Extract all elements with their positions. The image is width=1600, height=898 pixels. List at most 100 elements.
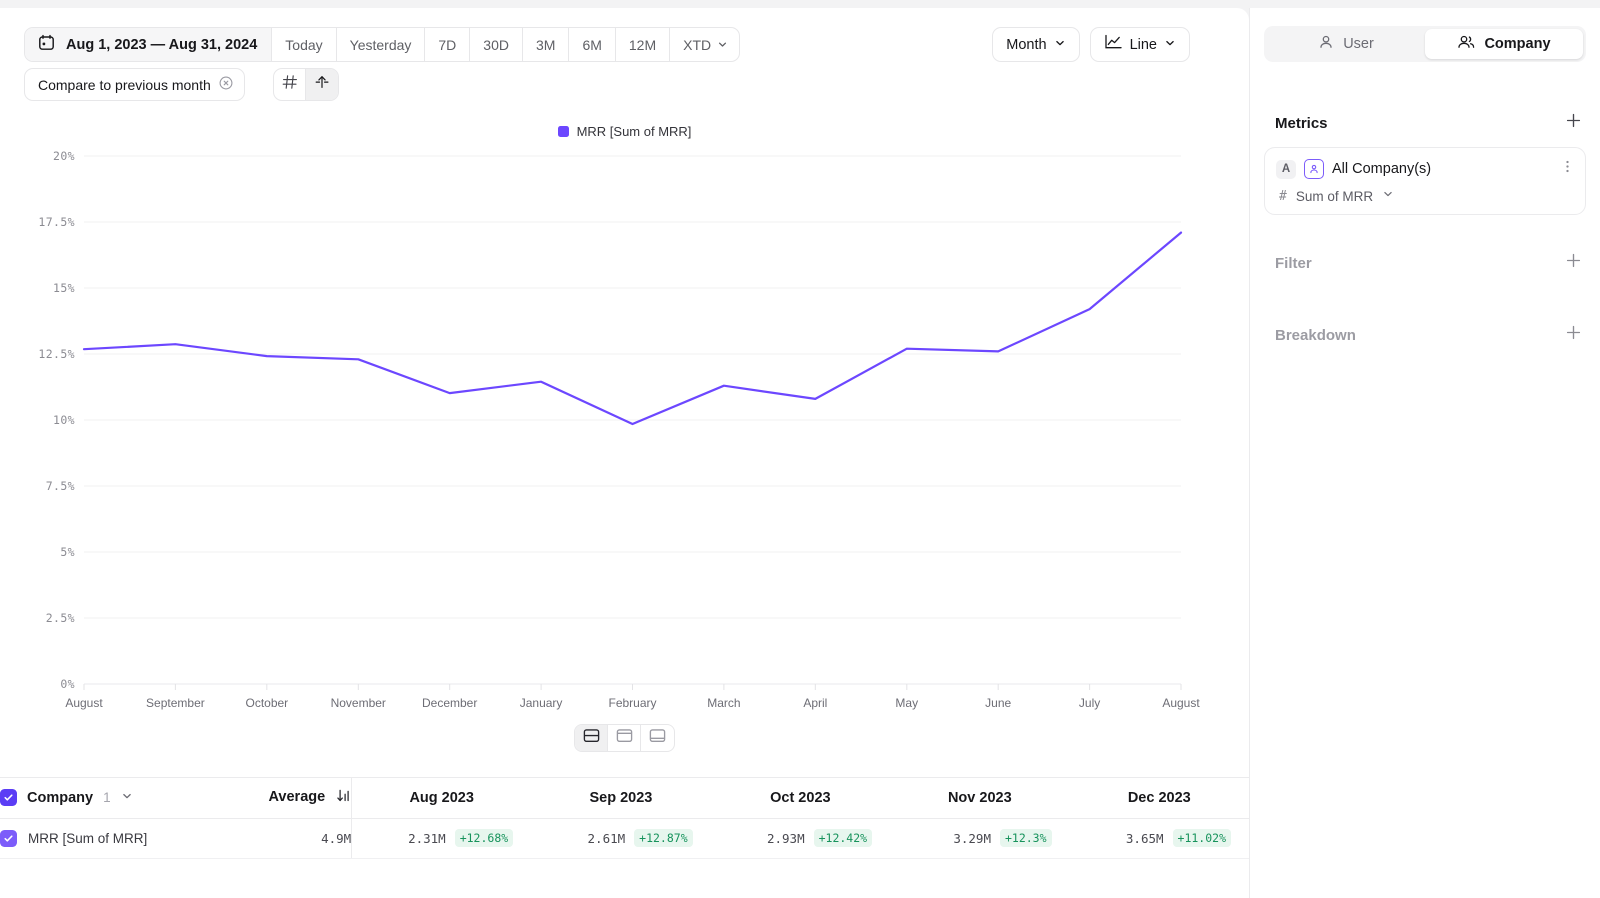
- chart-plot-area[interactable]: 0% 2.5% 5% 7.5% 10% 12.5% 15% 17.5% 20% August Se…: [0, 144, 1249, 724]
- layout-toggle-container: [0, 724, 1249, 752]
- row-label: MRR [Sum of MRR]: [28, 830, 148, 846]
- th-month-0: Aug 2023: [351, 778, 532, 819]
- y-axis-tick-label: 2.5%: [45, 611, 75, 625]
- metrics-title: Metrics: [1275, 114, 1328, 132]
- x-axis-tick-label: June: [985, 696, 1012, 710]
- hash-icon: #: [1279, 188, 1287, 204]
- top-panel-icon-button[interactable]: [608, 725, 641, 751]
- th-company-count: 1: [103, 790, 111, 806]
- axis-toggle-button[interactable]: [306, 69, 338, 100]
- preset-30d-label: 30D: [483, 36, 509, 53]
- row-checkbox[interactable]: [0, 829, 17, 847]
- preset-3m-label: 3M: [535, 36, 556, 53]
- close-circle-icon[interactable]: [219, 76, 233, 93]
- add-filter-button[interactable]: [1565, 252, 1582, 274]
- preset-7d[interactable]: 7D: [425, 28, 471, 61]
- toolbar-right-controls: Month Line: [992, 27, 1190, 62]
- x-axis-tick-label: October: [245, 696, 289, 710]
- select-all-checkbox[interactable]: [0, 789, 17, 807]
- calendar-icon: [38, 34, 55, 55]
- chevron-down-icon: [1164, 37, 1176, 53]
- data-table: Company 1 Average: [0, 777, 1249, 898]
- mode-tab-user[interactable]: User: [1267, 29, 1425, 59]
- th-month-4: Dec 2023: [1069, 778, 1249, 819]
- y-axis-tick-label: 17.5%: [38, 215, 75, 229]
- x-axis-tick-label: March: [707, 696, 741, 710]
- chart-type-label: Line: [1129, 36, 1157, 53]
- x-axis-tick-label: September: [146, 696, 205, 710]
- row-month-cell-1: 2.61M +12.87%: [531, 818, 711, 859]
- x-axis-tick-label: July: [1078, 696, 1101, 710]
- user-icon: [1318, 34, 1334, 54]
- date-range-label: Aug 1, 2023 — Aug 31, 2024: [66, 36, 258, 53]
- th-company-label: Company: [27, 789, 94, 806]
- preset-yesterday[interactable]: Yesterday: [337, 28, 426, 61]
- preset-today[interactable]: Today: [272, 28, 337, 61]
- add-metric-button[interactable]: [1565, 112, 1582, 134]
- filter-section-header: Filter: [1275, 252, 1582, 274]
- split-view-icon-button[interactable]: [575, 725, 608, 751]
- th-company[interactable]: Company 1: [0, 778, 231, 819]
- preset-xtd-label: XTD: [683, 36, 712, 53]
- cell-value: 2.61M: [587, 830, 626, 846]
- row-month-cell-2: 2.93M +12.42%: [710, 818, 891, 859]
- mode-tab-company[interactable]: Company: [1425, 29, 1583, 59]
- sort-descending-icon[interactable]: [336, 788, 351, 807]
- cell-delta-badge: +12.42%: [813, 829, 873, 847]
- cell-delta-badge: +12.3%: [999, 829, 1052, 847]
- metric-measure-label: Sum of MRR: [1295, 188, 1374, 204]
- preset-30d[interactable]: 30D: [470, 28, 523, 61]
- date-range-button[interactable]: Aug 1, 2023 — Aug 31, 2024: [25, 28, 273, 61]
- cell-value: 2.93M: [766, 830, 805, 846]
- chart-legend: MRR [Sum of MRR]: [0, 124, 1249, 139]
- granularity-label: Month: [1006, 36, 1047, 53]
- top-panel-icon: [616, 728, 633, 748]
- y-axis-tick-label: 12.5%: [38, 347, 75, 361]
- line-chart-svg: [82, 155, 1183, 690]
- x-axis-tick-label: January: [519, 696, 563, 710]
- metric-measure-row[interactable]: # Sum of MRR: [1279, 187, 1394, 205]
- split-view-icon: [583, 728, 600, 748]
- x-axis-tick-label: August: [1162, 696, 1200, 710]
- metric-title: All Company(s): [1332, 161, 1432, 177]
- chevron-down-icon[interactable]: [121, 790, 133, 806]
- breakdown-title: Breakdown: [1275, 326, 1356, 344]
- table-row[interactable]: MRR [Sum of MRR] 4.9M 2.31M +12.68% 2.61M +12…: [0, 818, 1249, 859]
- add-breakdown-button[interactable]: [1565, 324, 1582, 346]
- row-month-cell-0: 2.31M +12.68%: [351, 818, 532, 859]
- x-axis-tick-label: November: [330, 696, 386, 710]
- cell-delta-badge: +12.87%: [634, 829, 693, 847]
- chevron-down-icon[interactable]: [1382, 187, 1394, 205]
- preset-xtd[interactable]: XTD: [670, 28, 739, 61]
- x-axis-tick-label: April: [803, 696, 828, 710]
- layout-toggle-group: [574, 724, 675, 752]
- toolbar: Aug 1, 2023 — Aug 31, 2024 Today Yesterd…: [0, 8, 1249, 112]
- bottom-panel-icon-button[interactable]: [641, 725, 674, 751]
- x-axis-tick-label: December: [421, 696, 478, 710]
- cell-delta-badge: +11.02%: [1172, 829, 1231, 847]
- preset-6m[interactable]: 6M: [569, 28, 616, 61]
- line-chart-icon: [1104, 34, 1123, 55]
- row-average-cell: 4.9M: [230, 818, 353, 859]
- y-axis-tick-label: 15%: [53, 281, 75, 295]
- metric-card-all-companies[interactable]: A All Company(s) #: [1264, 147, 1586, 215]
- kebab-menu-icon[interactable]: [1560, 159, 1575, 179]
- chart-container: MRR [Sum of MRR] 0% 2.5% 5% 7.5% 10% 12.5% 15%…: [0, 112, 1249, 752]
- preset-3m[interactable]: 3M: [523, 28, 570, 61]
- preset-12m[interactable]: 12M: [616, 28, 671, 61]
- table-body: MRR [Sum of MRR] 4.9M 2.31M +12.68% 2.61M +12…: [0, 818, 1249, 859]
- cell-value: 2.31M: [408, 830, 446, 846]
- grid-toggle-button[interactable]: [274, 69, 306, 100]
- date-range-segmented-control: Aug 1, 2023 — Aug 31, 2024 Today Yesterd…: [24, 27, 741, 62]
- chart-type-dropdown[interactable]: Line: [1089, 27, 1190, 62]
- metrics-section-header: Metrics: [1275, 112, 1582, 134]
- entity-mode-toggle: User Company: [1264, 26, 1586, 62]
- preset-7d-label: 7D: [438, 36, 457, 53]
- compare-to-previous-month-chip[interactable]: Compare to previous month: [24, 68, 245, 101]
- row-label-cell: MRR [Sum of MRR]: [0, 818, 231, 859]
- cell-value: 3.29M: [953, 830, 991, 846]
- th-average[interactable]: Average: [230, 778, 353, 819]
- users-icon: [1457, 34, 1475, 54]
- granularity-dropdown[interactable]: Month: [992, 27, 1080, 62]
- legend-label: MRR [Sum of MRR]: [576, 124, 692, 139]
